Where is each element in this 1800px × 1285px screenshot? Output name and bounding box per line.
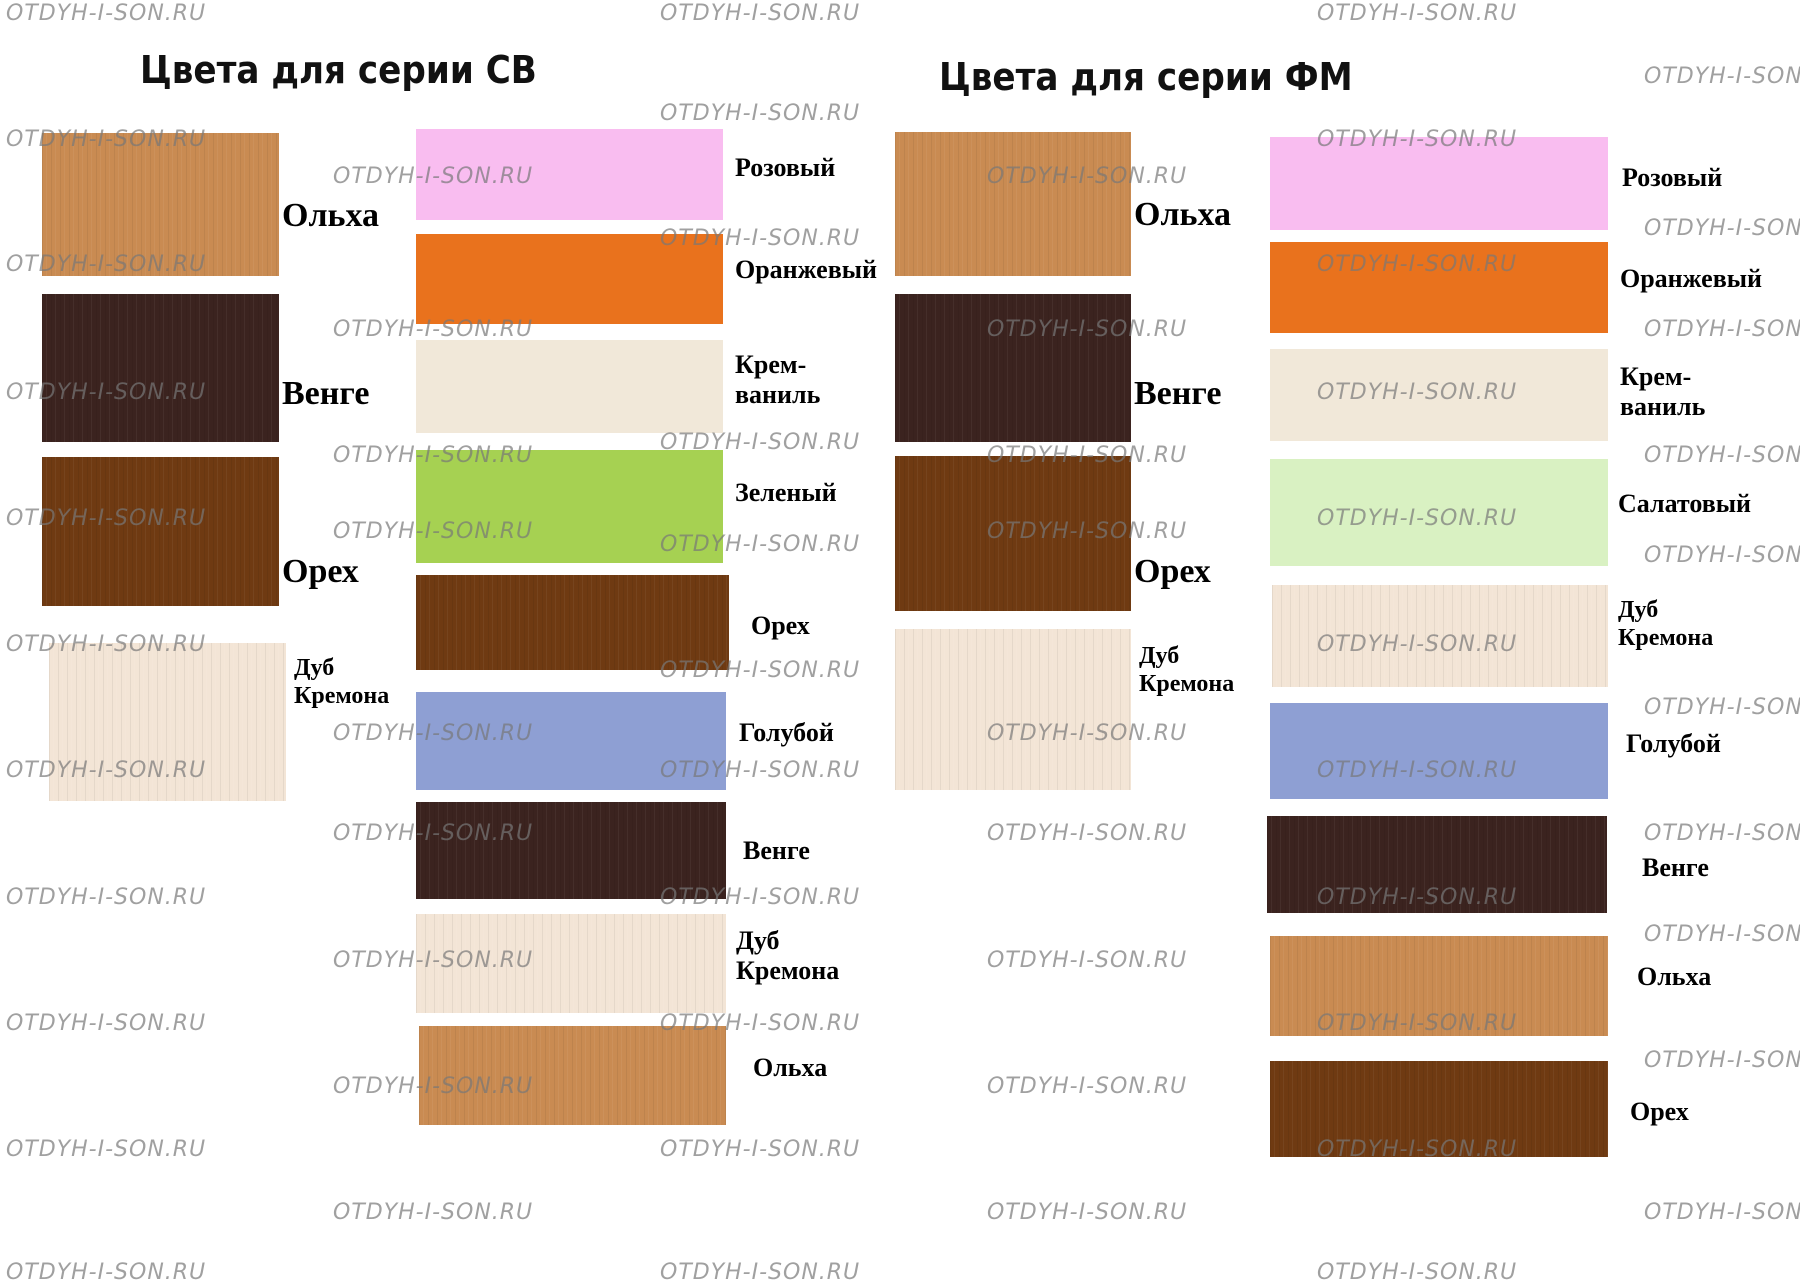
swatch-rozovyi xyxy=(1270,137,1608,230)
swatch-label: Ольха xyxy=(1134,196,1232,233)
swatch-orekh xyxy=(1270,1061,1608,1157)
watermark: OTDYH-I-SON.RU xyxy=(6,1,207,26)
swatch-salatovyi xyxy=(1270,459,1608,566)
watermark: OTDYH-I-SON.RU xyxy=(333,1200,534,1225)
swatch-label: Зеленый xyxy=(735,478,837,507)
swatch-rozovyi xyxy=(416,129,723,220)
swatch-dub_kremona xyxy=(895,629,1131,790)
swatch-label: Венге xyxy=(1642,853,1709,882)
watermark: OTDYH-I-SON.RU xyxy=(6,1260,207,1285)
swatch-label: Крем- ваниль xyxy=(1620,362,1706,421)
swatch-olkha xyxy=(1270,936,1608,1036)
watermark: OTDYH-I-SON.RU xyxy=(987,1200,1188,1225)
watermark: OTDYH-I-SON.RU xyxy=(6,1137,207,1162)
swatch-krem_vanil xyxy=(1270,349,1608,441)
watermark: OTDYH-I-SON.RU xyxy=(1644,922,1800,947)
swatch-olkha xyxy=(42,133,279,276)
swatch-label: Венге xyxy=(1134,375,1222,412)
watermark: OTDYH-I-SON.RU xyxy=(660,1260,861,1285)
swatch-label: Голубой xyxy=(739,718,834,747)
watermark: OTDYH-I-SON.RU xyxy=(1644,1200,1800,1225)
swatch-label: Ольха xyxy=(1637,962,1712,991)
swatch-label: Венге xyxy=(282,375,370,412)
swatch-zelenyi xyxy=(416,450,723,563)
watermark: OTDYH-I-SON.RU xyxy=(1317,1260,1518,1285)
swatch-goluboi xyxy=(1270,703,1608,799)
watermark: OTDYH-I-SON.RU xyxy=(987,821,1188,846)
watermark: OTDYH-I-SON.RU xyxy=(660,101,861,126)
watermark: OTDYH-I-SON.RU xyxy=(1644,543,1800,568)
swatch-label: Дуб Кремона xyxy=(294,655,390,709)
swatch-label: Голубой xyxy=(1626,729,1721,758)
swatch-label: Розовый xyxy=(735,153,836,182)
swatch-label: Дуб Кремона xyxy=(1618,597,1714,651)
swatch-olkha xyxy=(419,1026,726,1125)
swatch-venge xyxy=(416,802,726,899)
watermark: OTDYH-I-SON.RU xyxy=(1644,443,1800,468)
series-cb-title: Цвета для серии СВ xyxy=(140,48,537,92)
swatch-label: Орех xyxy=(751,611,810,640)
watermark: OTDYH-I-SON.RU xyxy=(1644,64,1800,89)
swatch-venge xyxy=(1267,816,1607,913)
swatch-label: Оранжевый xyxy=(1620,264,1763,293)
swatch-label: Розовый xyxy=(1622,163,1723,192)
swatch-label: Дуб Кремона xyxy=(736,926,840,985)
swatch-label: Оранжевый xyxy=(735,255,878,284)
watermark: OTDYH-I-SON.RU xyxy=(6,885,207,910)
watermark: OTDYH-I-SON.RU xyxy=(987,948,1188,973)
watermark: OTDYH-I-SON.RU xyxy=(6,1011,207,1036)
swatch-dub_kremona xyxy=(49,643,286,801)
watermark: OTDYH-I-SON.RU xyxy=(660,1,861,26)
watermark: OTDYH-I-SON.RU xyxy=(1644,821,1800,846)
swatch-krem_vanil xyxy=(416,340,723,433)
swatch-orekh xyxy=(416,575,729,670)
watermark: OTDYH-I-SON.RU xyxy=(1644,695,1800,720)
watermark: OTDYH-I-SON.RU xyxy=(660,1137,861,1162)
watermark: OTDYH-I-SON.RU xyxy=(987,1074,1188,1099)
watermark: OTDYH-I-SON.RU xyxy=(1644,1048,1800,1073)
swatch-venge xyxy=(42,294,279,442)
swatch-oranzhevyi xyxy=(1270,242,1608,333)
watermark: OTDYH-I-SON.RU xyxy=(1317,1,1518,26)
swatch-label: Орех xyxy=(1134,553,1211,590)
swatch-olkha xyxy=(895,132,1131,276)
swatch-label: Ольха xyxy=(753,1053,828,1082)
swatch-orekh xyxy=(42,457,279,606)
swatch-label: Орех xyxy=(1630,1097,1689,1126)
swatch-label: Венге xyxy=(743,836,810,865)
swatch-venge xyxy=(895,294,1131,442)
swatch-label: Крем- ваниль xyxy=(735,350,821,409)
series-fm-title: Цвета для серии ФМ xyxy=(939,55,1353,99)
watermark: OTDYH-I-SON.RU xyxy=(1644,216,1800,241)
swatch-label: Ольха xyxy=(282,197,380,234)
watermark: OTDYH-I-SON.RU xyxy=(1644,317,1800,342)
swatch-label: Салатовый xyxy=(1618,489,1752,518)
swatch-orekh xyxy=(895,456,1131,611)
swatch-label: Дуб Кремона xyxy=(1139,643,1235,697)
swatch-goluboi xyxy=(416,692,726,790)
swatch-label: Орех xyxy=(282,553,359,590)
swatch-dub_kremona xyxy=(1272,585,1608,687)
swatch-dub_kremona xyxy=(416,914,726,1013)
swatch-oranzhevyi xyxy=(416,234,723,324)
